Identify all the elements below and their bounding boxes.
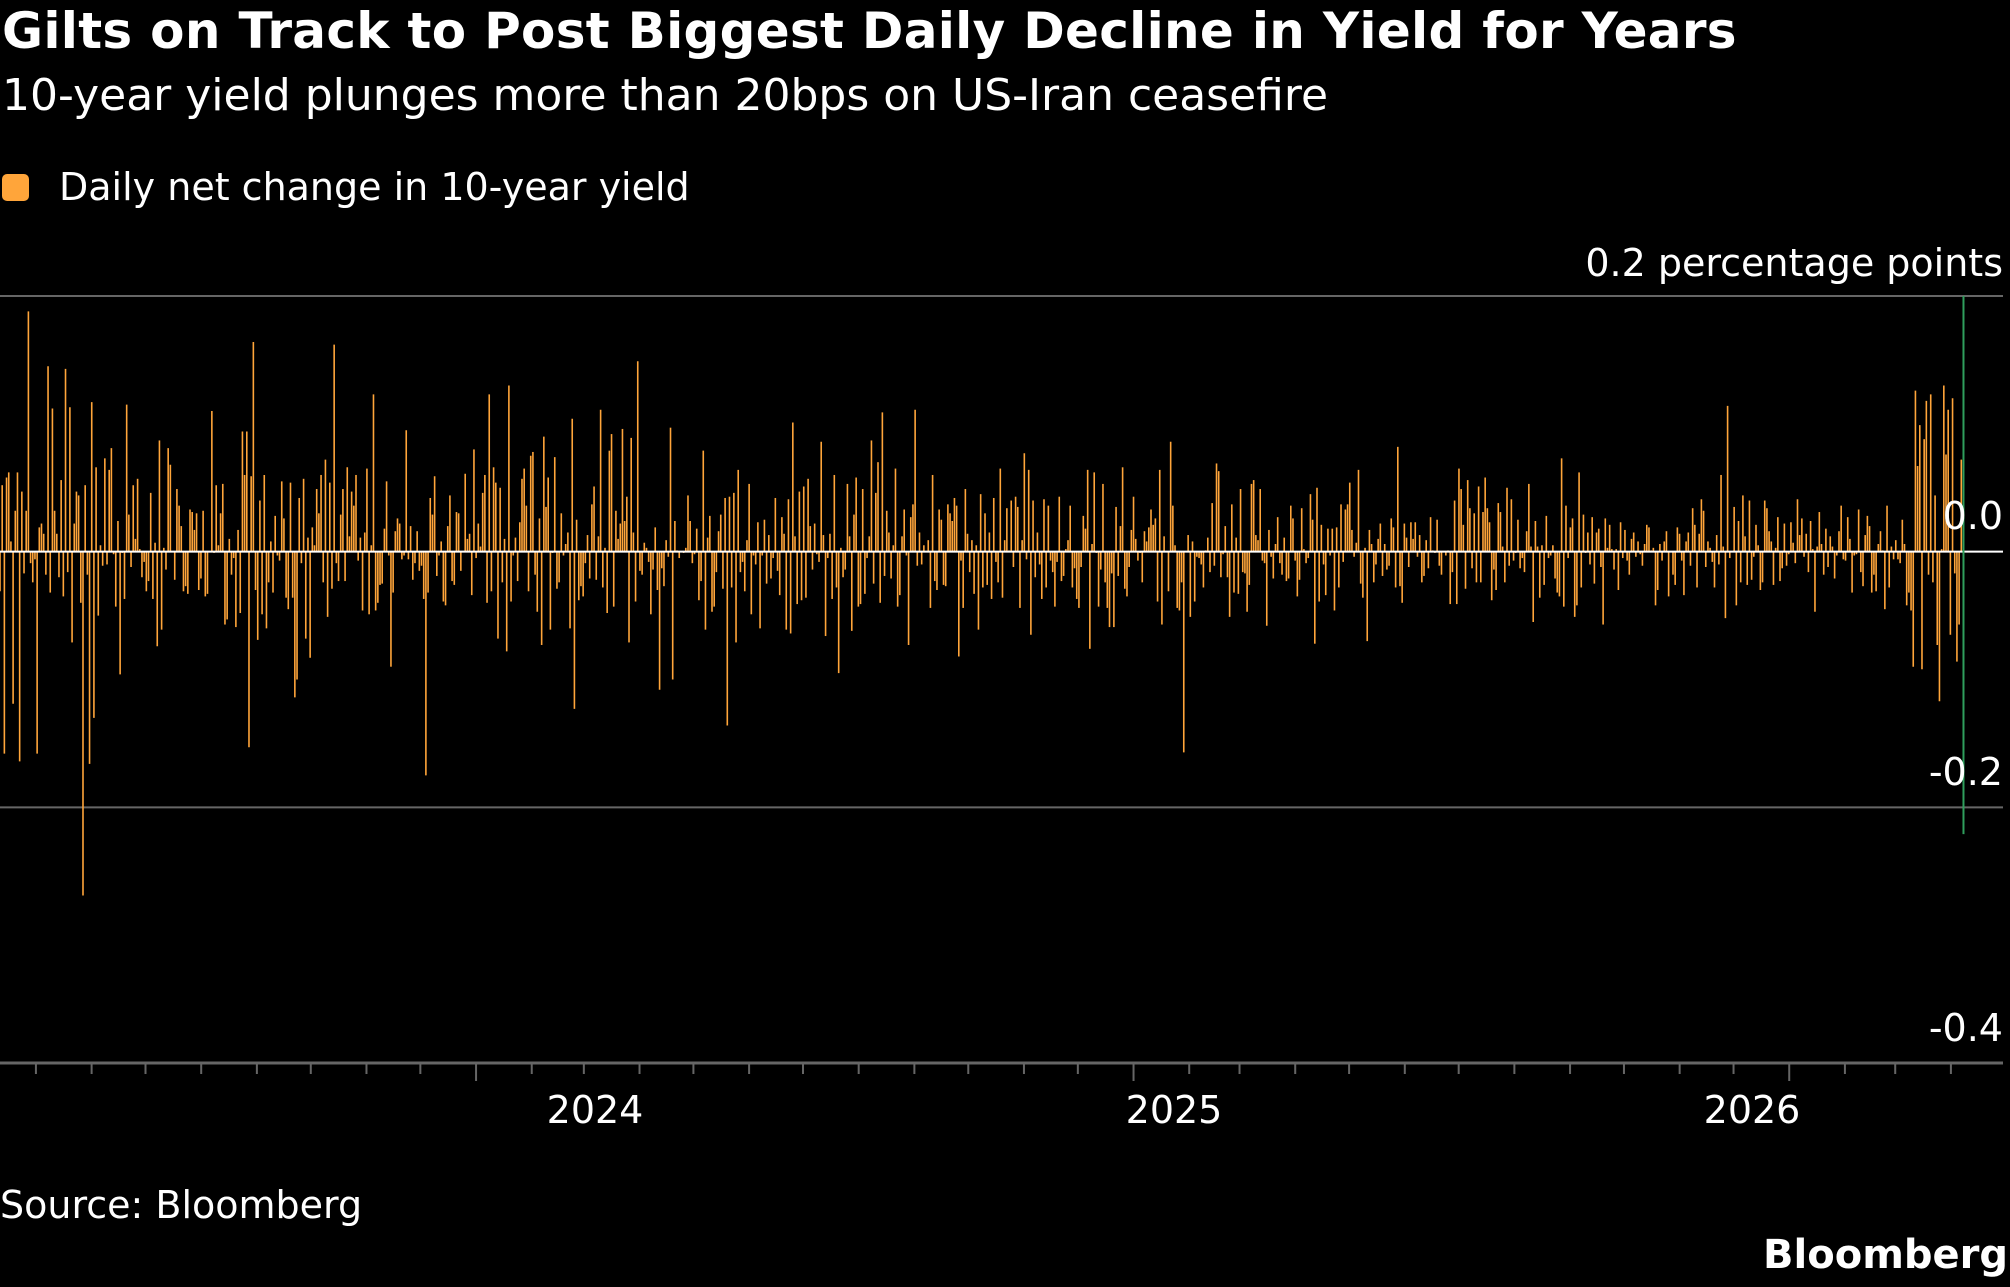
gridlines — [0, 295, 2003, 809]
x-axis — [0, 1061, 2003, 1081]
y-tick-label: 0.0 — [1943, 494, 2003, 538]
source-note: Source: Bloomberg — [0, 1183, 363, 1227]
y-tick-label: -0.4 — [1929, 1006, 2003, 1050]
legend-label: Daily net change in 10-year yield — [59, 165, 690, 209]
chart-subtitle: 10-year yield plunges more than 20bps on… — [2, 70, 1329, 121]
chart-title: Gilts on Track to Post Biggest Daily Dec… — [2, 2, 1737, 60]
y-tick-label: -0.2 — [1929, 750, 2003, 794]
x-tick-label: 2026 — [1704, 1088, 1801, 1132]
brand-logo: Bloomberg — [1763, 1232, 2008, 1278]
legend-swatch — [2, 173, 29, 201]
chart-plot: 0.2 percentage points 0.0 -0.2 -0.4 2024… — [0, 241, 2003, 1132]
chart-legend: Daily net change in 10-year yield — [2, 165, 690, 209]
x-tick-label: 2024 — [547, 1088, 644, 1132]
y-unit-label: 0.2 percentage points — [1585, 241, 2003, 285]
bars — [0, 311, 1963, 896]
x-tick-label: 2025 — [1126, 1088, 1223, 1132]
